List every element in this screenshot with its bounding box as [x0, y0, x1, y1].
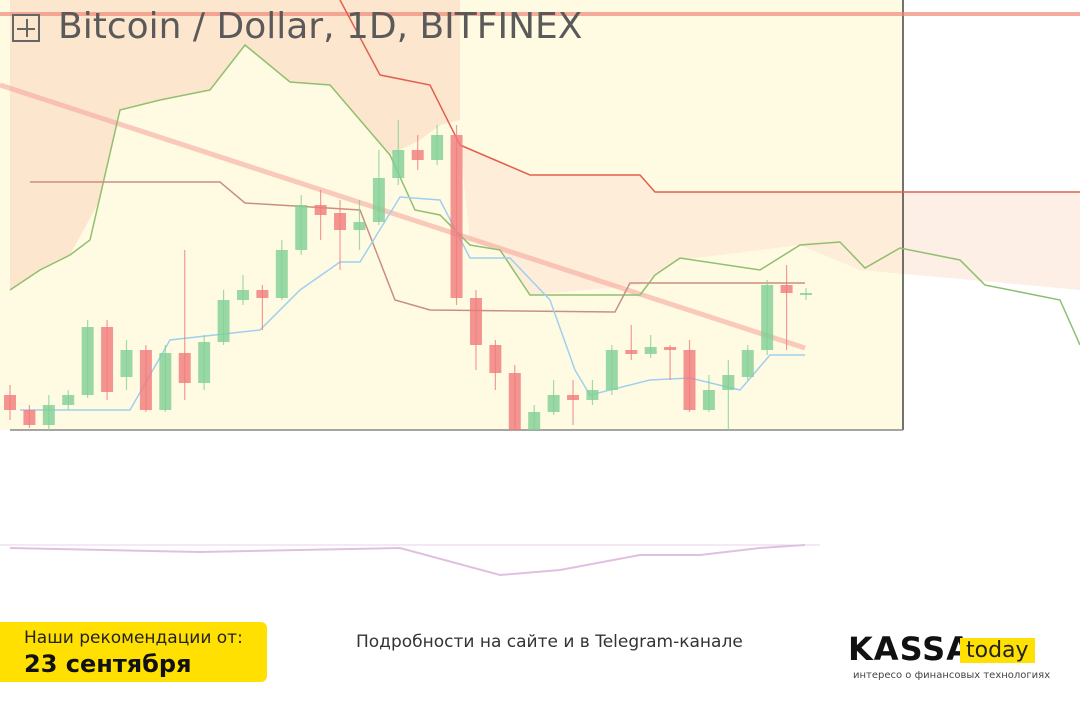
candle-body [392, 150, 405, 178]
candle-body [761, 285, 774, 350]
candle-body [780, 285, 793, 293]
candle-body [741, 350, 754, 377]
candle-body [702, 390, 715, 410]
candle-body [159, 353, 172, 410]
chart-title: Bitcoin / Dollar, 1D, BITFINEX [58, 6, 583, 47]
candle-body [372, 178, 385, 222]
candle-body [489, 345, 502, 373]
candle-body [605, 350, 618, 390]
logo: KASSA [848, 630, 972, 668]
cloud [10, 0, 460, 290]
lagging-line [9, 43, 1080, 346]
candle-body [664, 347, 677, 350]
logo-suffix: today [960, 638, 1035, 663]
candle-body [275, 250, 288, 298]
candle-body [800, 293, 812, 295]
candle-body [469, 298, 482, 345]
span-line [339, 0, 1080, 193]
candle-body [81, 327, 94, 395]
candle-body [62, 395, 75, 405]
candle-body [23, 410, 36, 425]
footer-text: Подробности на сайте и в Telegram-канале [356, 632, 743, 652]
promo-label: Наши рекомендации от: [24, 628, 243, 648]
candle-body [120, 350, 133, 377]
candle-body [450, 135, 463, 298]
cloud [460, 145, 1080, 295]
oscillator [9, 544, 806, 577]
candle-body [101, 327, 114, 392]
candle-body [508, 373, 521, 430]
candle-body [722, 375, 735, 390]
logo-tagline: интересо о финансовых технологиях [853, 670, 1051, 681]
candle-body [295, 205, 308, 250]
candle-body [198, 342, 211, 383]
candle-body [547, 395, 560, 412]
promo-box: Наши рекомендации от: 23 сентября [0, 622, 267, 682]
trend-line [0, 82, 806, 351]
chart-icon [12, 14, 40, 42]
candle-body [586, 390, 599, 400]
base-line [30, 181, 805, 313]
candle-body [139, 350, 152, 410]
candle-body [178, 353, 191, 383]
candle-body [256, 290, 269, 298]
chart [0, 0, 1080, 577]
candle-body [353, 222, 366, 230]
candle-body [4, 395, 16, 410]
candle-body [644, 347, 657, 354]
candle-body [334, 213, 347, 230]
candle-body [411, 150, 424, 160]
candle-body [683, 350, 696, 410]
candle-body [42, 405, 55, 425]
candle-body [431, 135, 444, 160]
promo-date: 23 сентября [24, 650, 192, 678]
candle-body [217, 300, 230, 342]
candle-body [314, 205, 327, 215]
candle-body [528, 412, 541, 430]
candle-body [567, 395, 580, 400]
candle-body [236, 290, 249, 300]
candle-body [625, 350, 638, 354]
